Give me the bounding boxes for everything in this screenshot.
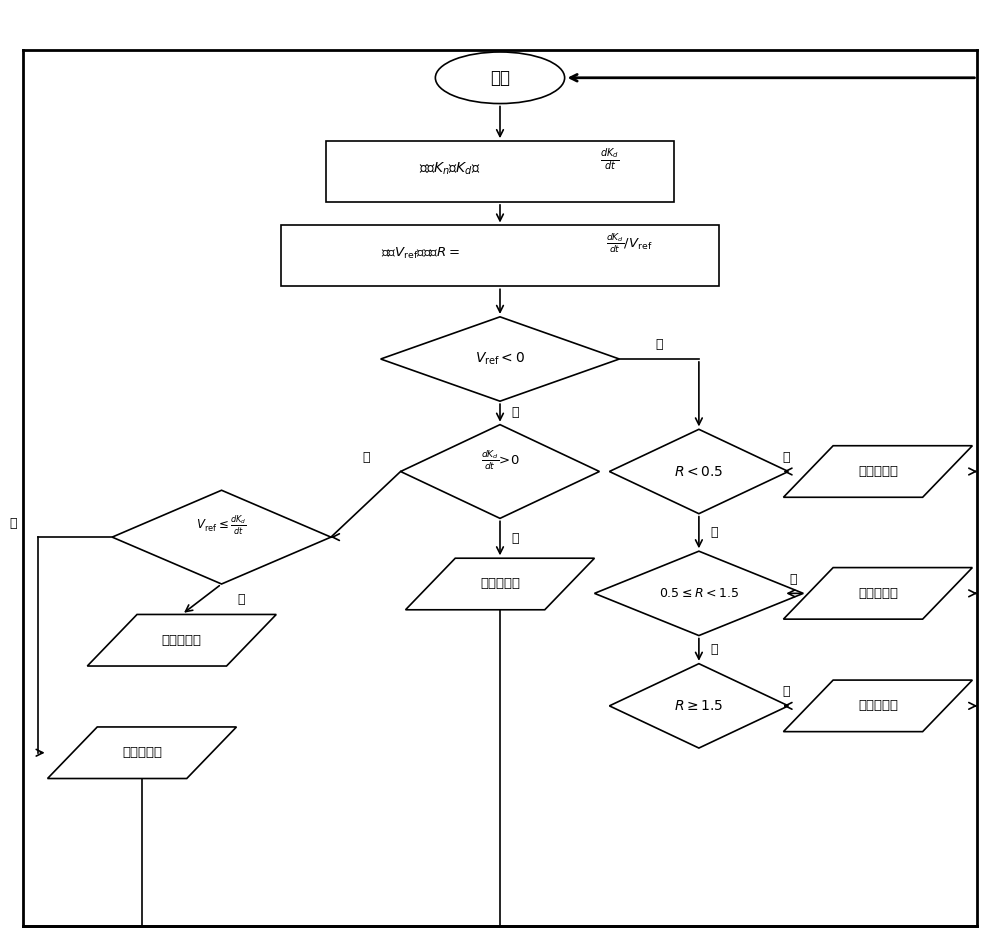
- Text: $0.5\leq R<1.5$: $0.5\leq R<1.5$: [659, 587, 739, 600]
- Text: 最大曝气量: 最大曝气量: [162, 634, 202, 647]
- Polygon shape: [381, 317, 619, 401]
- Text: $\frac{dK_d}{dt}$/$V_{\rm ref}$: $\frac{dK_d}{dt}$/$V_{\rm ref}$: [606, 232, 653, 256]
- Text: $\frac{dK_d}{dt}$>0: $\frac{dK_d}{dt}$>0: [481, 449, 519, 472]
- Bar: [326, 141, 674, 202]
- Polygon shape: [401, 424, 599, 519]
- Text: 是: 是: [790, 572, 797, 586]
- Text: 设置$V_{\rm ref}$，计算$R=$: 设置$V_{\rm ref}$，计算$R=$: [381, 245, 460, 260]
- Text: 最小曝气量: 最小曝气量: [122, 746, 162, 759]
- Polygon shape: [87, 615, 276, 666]
- Bar: [281, 225, 719, 287]
- Text: 否: 否: [710, 526, 718, 539]
- Text: $R\geq 1.5$: $R\geq 1.5$: [674, 699, 724, 713]
- Polygon shape: [594, 551, 803, 636]
- Text: 最大曝气量: 最大曝气量: [858, 700, 898, 712]
- Text: 是: 是: [9, 517, 16, 530]
- Polygon shape: [783, 568, 972, 620]
- Polygon shape: [609, 664, 788, 748]
- Text: 最大曝气量: 最大曝气量: [480, 577, 520, 590]
- Polygon shape: [406, 558, 594, 610]
- Text: $V_{\rm ref}$$\leq$$\frac{dK_d}{dt}$: $V_{\rm ref}$$\leq$$\frac{dK_d}{dt}$: [196, 514, 247, 538]
- Text: 否: 否: [710, 643, 718, 656]
- Text: 是: 是: [655, 339, 663, 352]
- Text: 否: 否: [511, 406, 519, 420]
- Text: 开始: 开始: [490, 69, 510, 87]
- Polygon shape: [48, 727, 236, 779]
- Text: 否: 否: [238, 593, 245, 605]
- Text: $R<0.5$: $R<0.5$: [674, 465, 724, 478]
- Polygon shape: [783, 680, 972, 732]
- Ellipse shape: [435, 52, 565, 104]
- Text: 是: 是: [362, 451, 370, 464]
- Text: $V_{\rm ref}<0$: $V_{\rm ref}<0$: [475, 351, 525, 367]
- Text: 中等曝气量: 中等曝气量: [858, 587, 898, 600]
- Polygon shape: [609, 429, 788, 514]
- Text: $\frac{dK_d}{dt}$: $\frac{dK_d}{dt}$: [600, 147, 619, 174]
- Text: 否: 否: [511, 532, 519, 545]
- Text: 最小曝气量: 最小曝气量: [858, 465, 898, 478]
- Text: 计算$K_n$，$K_d$，: 计算$K_n$，$K_d$，: [419, 160, 481, 177]
- Text: 是: 是: [782, 686, 790, 699]
- Polygon shape: [783, 446, 972, 497]
- Text: 是: 是: [782, 451, 790, 464]
- Polygon shape: [112, 490, 331, 584]
